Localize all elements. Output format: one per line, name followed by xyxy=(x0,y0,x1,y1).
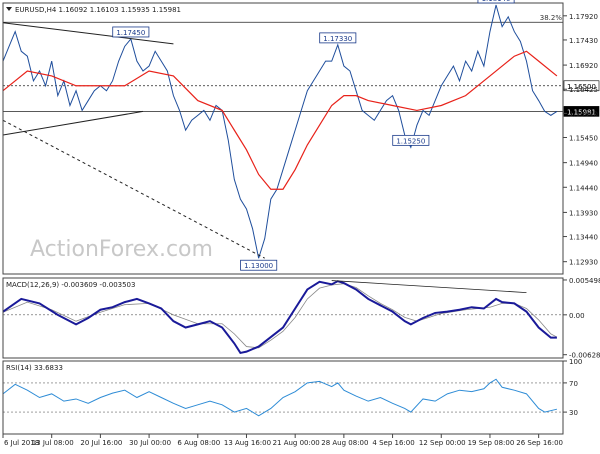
rsi-panel-frame xyxy=(2,360,564,435)
rsi-y-tick-label: 70 xyxy=(569,380,578,388)
price-annotation-box xyxy=(112,26,150,38)
price-level-box xyxy=(563,106,600,117)
macd-signal-line xyxy=(2,283,558,349)
price-annotation-label: 1.17450 xyxy=(116,29,145,37)
price-level-label: 1.16500 xyxy=(567,83,596,91)
rsi-y-tick-label: 100 xyxy=(569,358,582,366)
price-annotation-label: 1.13000 xyxy=(244,262,273,270)
x-tick-label: 13 Aug 16:00 xyxy=(224,439,271,447)
price-y-tick-label: 1.16920 xyxy=(569,62,598,70)
price-annotation-box xyxy=(477,0,515,4)
price-series-line xyxy=(2,4,558,259)
price-y-tick-label: 1.14940 xyxy=(569,160,598,168)
macd-y-tick-label: 0.00 xyxy=(569,312,585,320)
price-y-tick-label: 1.15940 xyxy=(569,110,598,118)
price-panel-title: EURUSD,H4 1.16092 1.16103 1.15935 1.1598… xyxy=(15,6,181,14)
macd-line xyxy=(2,280,557,355)
price-y-tick-label: 1.17920 xyxy=(569,13,598,21)
price-level-box xyxy=(563,80,600,92)
rsi-line xyxy=(2,378,558,417)
price-level-label: 1.15981 xyxy=(567,108,596,116)
x-tick-label: 28 Aug 08:00 xyxy=(321,439,368,447)
price-annotation-label: 1.17330 xyxy=(323,35,352,43)
series-layer xyxy=(2,4,558,417)
price-annotation-box xyxy=(319,32,357,44)
price-y-tick-label: 1.13930 xyxy=(569,209,598,217)
trendline-layer xyxy=(2,22,527,294)
x-tick-label: 12 Sep 00:00 xyxy=(419,439,466,447)
price-annotation-box xyxy=(392,134,430,146)
x-tick-label: 21 Aug 00:00 xyxy=(273,439,320,447)
price-y-tick-label: 1.17430 xyxy=(569,37,598,45)
moving-average-line xyxy=(2,50,558,190)
x-tick-label: 26 Sep 16:00 xyxy=(516,439,563,447)
x-tick-label: 20 Jul 16:00 xyxy=(80,439,122,447)
x-tick-label: 19 Sep 08:00 xyxy=(468,439,515,447)
price-annotation-label: 1.18140 xyxy=(482,0,511,3)
x-tick-label: 30 Jul 00:00 xyxy=(129,439,171,447)
macd-panel-title: MACD(12,26,9) -0.003609 -0.003503 xyxy=(6,281,135,289)
x-tick-label: 6 Jul 2018 xyxy=(4,439,39,447)
grid-layer: ActionForex.com xyxy=(30,237,213,262)
levels-layer: 38.2% 1.16500 1.15981 xyxy=(3,14,600,413)
price-trendline xyxy=(2,119,265,259)
price-y-tick-label: 1.12930 xyxy=(569,259,598,267)
macd-y-tick-label: 0.005498 xyxy=(569,277,600,285)
x-tick-label: 4 Sep 16:00 xyxy=(372,439,414,447)
rsi-panel-title: RSI(14) 33.6833 xyxy=(6,364,63,372)
price-y-tick-label: 1.16425 xyxy=(569,86,598,94)
x-tick-label: 6 Aug 08:00 xyxy=(177,439,220,447)
price-trendline xyxy=(2,110,144,136)
macd-y-tick-label: -0.006283 xyxy=(569,352,600,360)
price-y-tick-label: 1.15450 xyxy=(569,135,598,143)
x-tick-label: 13 Jul 08:00 xyxy=(32,439,74,447)
price-y-tick-label: 1.13440 xyxy=(569,234,598,242)
triangle-down-icon xyxy=(6,7,12,11)
price-annotation-box xyxy=(240,259,278,271)
price-panel-frame xyxy=(2,2,564,275)
rsi-y-tick-label: 30 xyxy=(569,409,578,417)
fib-level-label: 38.2% xyxy=(540,14,563,22)
watermark: ActionForex.com xyxy=(30,237,213,262)
annotation-layer: 1.17450 1.17330 1.18140 1.15250 1.13000 EURUS… xyxy=(6,0,515,372)
macd-trendline xyxy=(331,280,527,294)
price-annotation-label: 1.15250 xyxy=(396,137,425,145)
price-trendline xyxy=(2,22,174,45)
axes-layer: 1.17920 1.17430 1.16920 1.16425 1.15940 1.154… xyxy=(2,2,600,447)
price-y-tick-label: 1.14440 xyxy=(569,184,598,192)
macd-panel-frame xyxy=(2,277,564,359)
